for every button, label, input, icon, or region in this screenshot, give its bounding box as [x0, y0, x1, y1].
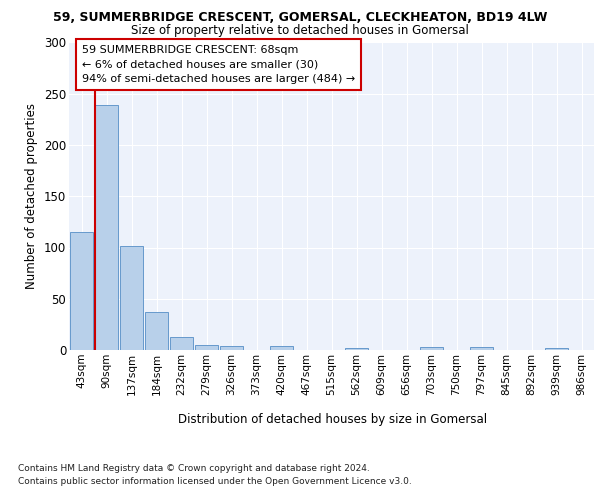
Text: 59 SUMMERBRIDGE CRESCENT: 68sqm
← 6% of detached houses are smaller (30)
94% of : 59 SUMMERBRIDGE CRESCENT: 68sqm ← 6% of … [82, 44, 355, 84]
Bar [345, 348, 368, 350]
Bar [470, 347, 493, 350]
Text: Distribution of detached houses by size in Gomersal: Distribution of detached houses by size … [178, 412, 488, 426]
Y-axis label: Number of detached properties: Number of detached properties [25, 104, 38, 289]
Bar [120, 246, 143, 350]
Bar [545, 348, 568, 350]
Bar [420, 347, 443, 350]
Bar [145, 312, 168, 350]
Text: Size of property relative to detached houses in Gomersal: Size of property relative to detached ho… [131, 24, 469, 37]
Bar [195, 345, 218, 350]
Text: 59, SUMMERBRIDGE CRESCENT, GOMERSAL, CLECKHEATON, BD19 4LW: 59, SUMMERBRIDGE CRESCENT, GOMERSAL, CLE… [53, 11, 547, 24]
Bar [70, 232, 93, 350]
Text: Contains HM Land Registry data © Crown copyright and database right 2024.: Contains HM Land Registry data © Crown c… [18, 464, 370, 473]
Bar [170, 336, 193, 350]
Bar [270, 346, 293, 350]
Bar [95, 105, 118, 350]
Bar [220, 346, 243, 350]
Text: Contains public sector information licensed under the Open Government Licence v3: Contains public sector information licen… [18, 477, 412, 486]
